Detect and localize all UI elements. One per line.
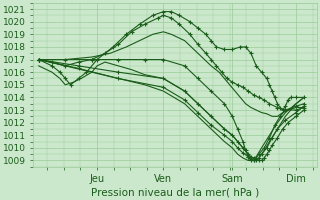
X-axis label: Pression niveau de la mer( hPa ): Pression niveau de la mer( hPa ) xyxy=(91,187,260,197)
